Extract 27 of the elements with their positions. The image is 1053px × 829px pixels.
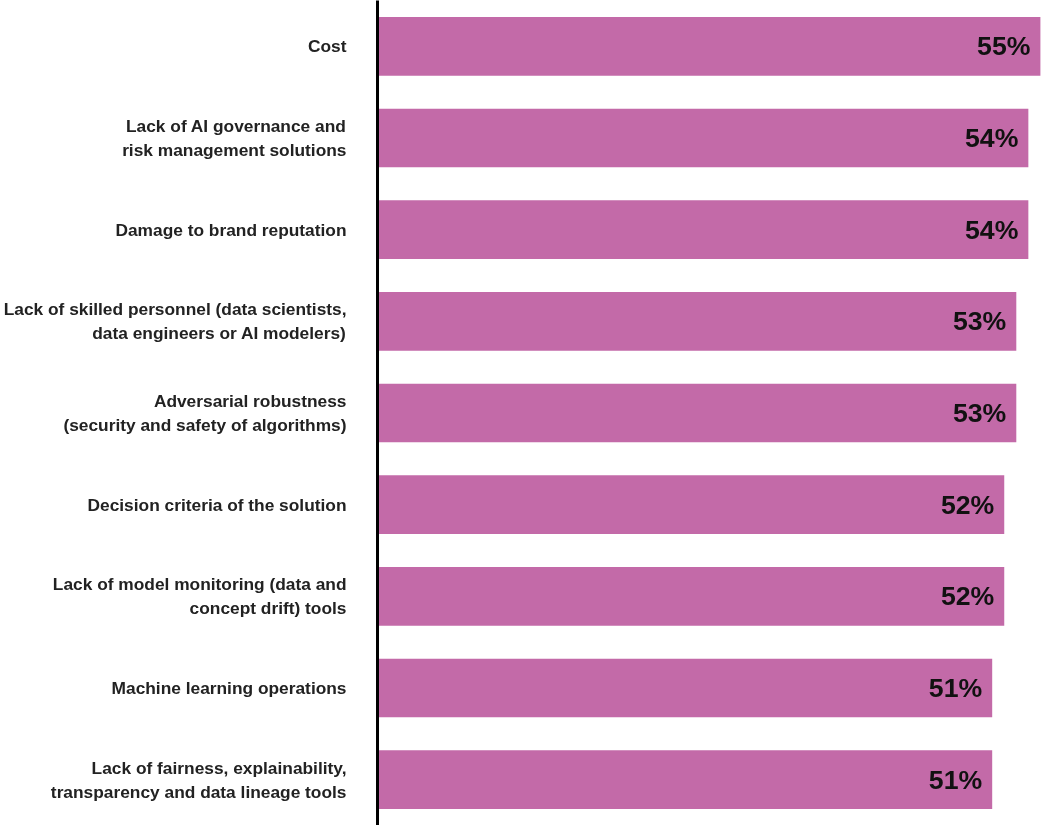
y-tick-label: Lack of model monitoring (data and concept drift) tools <box>52 574 347 619</box>
y-tick-label: Lack of fairness, explainability, transparency and data lineage tools <box>50 757 347 802</box>
y-tick-label: Lack of skilled personnel (data scientists, data engineers or AI modelers) <box>3 299 347 344</box>
bar <box>377 108 1029 168</box>
data-label: 51% <box>928 673 983 703</box>
data-label: 54% <box>965 123 1019 153</box>
bar <box>377 200 1029 259</box>
bar <box>377 17 1041 76</box>
y-tick-label: Cost <box>307 36 347 57</box>
data-label: 52% <box>940 489 995 520</box>
bar <box>377 383 1017 443</box>
bar <box>377 475 1005 534</box>
y-tick-label: Machine learning operations <box>111 678 347 698</box>
y-tick-label: Decision criteria of the solution <box>87 494 347 515</box>
y-tick-label: Damage to brand reputation <box>115 219 347 240</box>
data-label: 52% <box>940 581 995 612</box>
data-label: 53% <box>952 398 1007 428</box>
data-label: 54% <box>965 214 1019 245</box>
bar <box>377 567 1005 626</box>
bar <box>377 750 993 809</box>
bar <box>377 292 1017 351</box>
y-tick-label: Lack of AI governance and risk management solutions <box>122 116 347 160</box>
data-label: 51% <box>928 764 983 795</box>
data-label: 53% <box>952 306 1007 337</box>
data-label: 55% <box>977 31 1031 62</box>
bar <box>377 658 993 718</box>
y-tick-label: Adversarial robustness (security and safety of algorithms) <box>63 391 347 435</box>
